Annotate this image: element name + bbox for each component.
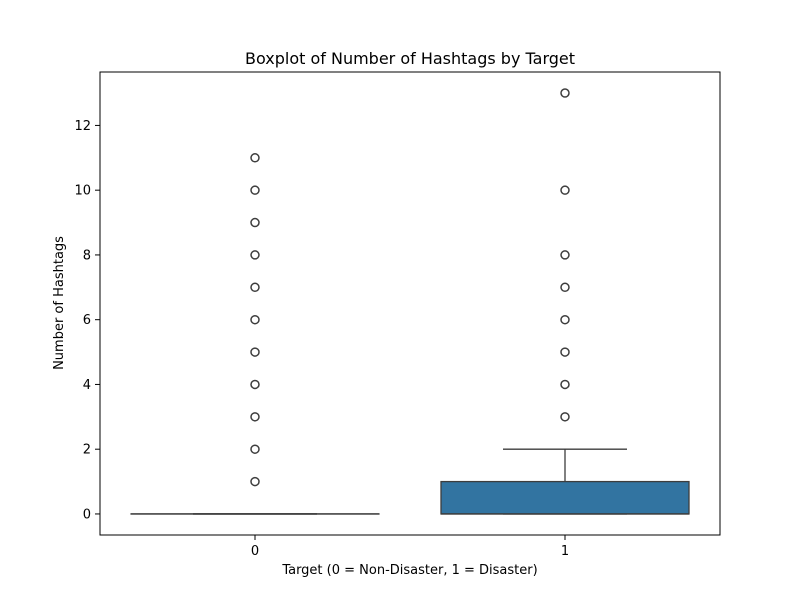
outlier-point [560, 88, 570, 98]
x-tick-label: 1 [561, 544, 569, 559]
outlier-point [560, 250, 570, 260]
y-tick-label: 4 [83, 378, 91, 393]
x-tick-label: 0 [251, 544, 259, 559]
plot-area [99, 71, 721, 536]
y-axis: 0 2 4 6 8 10 12 [74, 119, 100, 522]
outlier-point [250, 250, 260, 260]
plot-frame [99, 71, 721, 536]
box-group-1 [440, 88, 690, 515]
outlier-point [250, 379, 260, 390]
outlier-point [560, 347, 570, 357]
outlier-point [250, 444, 260, 454]
outlier-point [250, 347, 260, 357]
y-tick-label: 12 [74, 119, 91, 134]
outlier-point [560, 379, 570, 390]
outlier-point [560, 314, 570, 325]
x-axis-label: Target (0 = Non-Disaster, 1 = Disaster) [281, 563, 537, 578]
y-tick-label: 6 [83, 313, 91, 328]
outlier-point [250, 412, 260, 422]
y-axis-label: Number of Hashtags [52, 236, 67, 370]
outlier-point [250, 217, 260, 228]
outlier-point [250, 185, 260, 195]
y-tick-label: 10 [74, 184, 91, 199]
outlier-point [560, 282, 570, 293]
box-group-0 [130, 153, 380, 515]
chart-title: Boxplot of Number of Hashtags by Target [245, 49, 575, 68]
outlier-point [560, 412, 570, 422]
outlier-point [250, 153, 260, 163]
y-tick-label: 8 [83, 248, 91, 263]
box-iqr [440, 480, 690, 515]
outlier-point [560, 185, 570, 195]
outlier-point [250, 314, 260, 325]
outlier-point [250, 476, 260, 487]
y-tick-label: 2 [83, 443, 91, 458]
outlier-point [250, 282, 260, 293]
y-tick-label: 0 [83, 507, 91, 522]
